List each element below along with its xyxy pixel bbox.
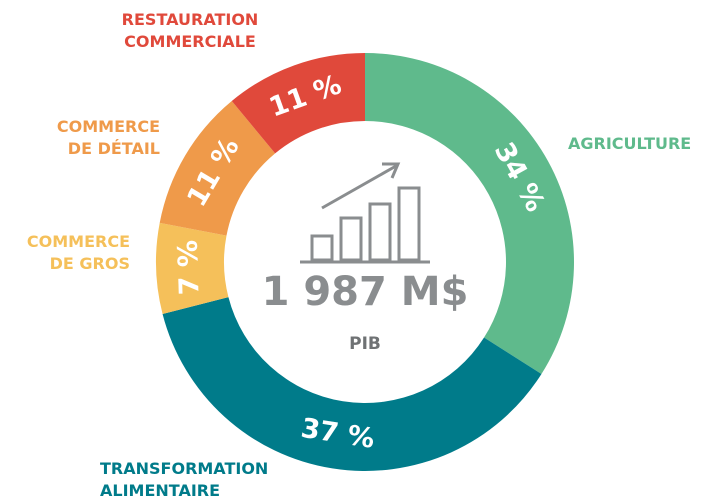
value-label: 7 % xyxy=(173,239,206,295)
donut-segment xyxy=(159,100,276,236)
donut-segment xyxy=(365,53,574,374)
center-label: 1 987 M$ xyxy=(262,269,469,315)
center-sublabel: PIB xyxy=(349,334,381,354)
donut-segment xyxy=(231,53,365,154)
category-label: COMMERCE DE GROS xyxy=(26,232,130,273)
center-icon xyxy=(300,162,430,264)
category-label: TRANSFORMATION ALIMENTAIRE xyxy=(100,459,269,499)
category-label: AGRICULTURE xyxy=(568,134,692,153)
donut-segment xyxy=(156,222,229,314)
donut-segment xyxy=(162,297,542,471)
category-label: COMMERCE DE DÉTAIL xyxy=(56,117,160,158)
category-label: RESTAURATION COMMERCIALE xyxy=(121,10,259,51)
